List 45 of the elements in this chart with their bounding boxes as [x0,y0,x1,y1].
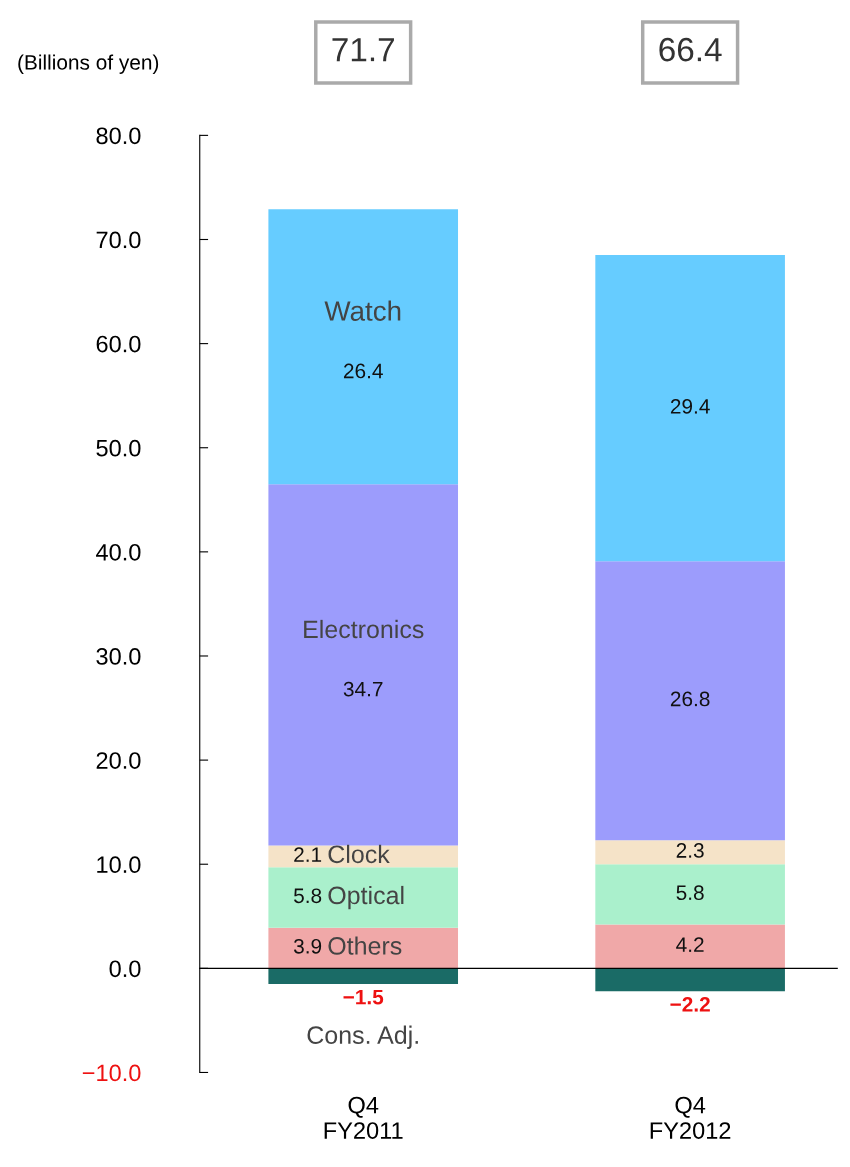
data-label: 2.1 [294,847,322,862]
data-label: 2.3 [676,843,704,858]
data-label: −1.5 [343,989,384,1005]
series-label: Clock [328,844,390,864]
data-label: 5.8 [676,885,704,901]
y-tick-label: 70.0 [96,231,141,249]
bar [268,867,459,928]
bar [595,840,785,865]
data-label: 5.8 [293,888,322,904]
data-label: 26.8 [670,691,710,707]
data-label: 26.4 [343,363,383,379]
x-tick-label: Q4 FY2012 [650,1096,731,1139]
data-label: 34.7 [343,681,383,697]
bar [268,209,459,485]
y-tick-label: 20.0 [96,752,141,769]
y-axis-title: (Billions of yen) [18,54,159,74]
y-tick-label: 80.0 [96,127,141,145]
series-label: Watch [324,300,401,321]
bar [595,968,785,992]
y-tick-label: 10.0 [97,856,141,874]
y-tick-label: 50.0 [96,439,141,457]
y-tick-label: 30.0 [96,648,141,665]
bar [268,968,459,984]
data-label: 3.9 [293,938,322,954]
text: 71.7 [332,38,394,62]
y-tick-label: −10.0 [82,1064,141,1082]
bar [595,924,785,969]
y-tick-label: 60.0 [96,335,141,353]
series-label: Cons. Adj. [307,1025,418,1049]
y-tick-label: 40.0 [96,543,141,561]
text: 66.4 [659,37,722,62]
series-label: Others [328,936,402,955]
data-label: 4.2 [676,937,704,952]
bar [268,927,459,969]
x-tick-label: Q4 FY2011 [324,1096,403,1139]
bar [595,864,785,925]
data-label: 29.4 [670,399,710,414]
bar [595,255,785,562]
bar [268,484,459,846]
bar [595,561,785,841]
data-label: −2.2 [670,997,710,1012]
y-tick-label: 0.0 [109,960,141,978]
series-label: Optical [328,885,404,910]
bar [268,845,459,868]
series-label: Electronics [304,619,424,639]
